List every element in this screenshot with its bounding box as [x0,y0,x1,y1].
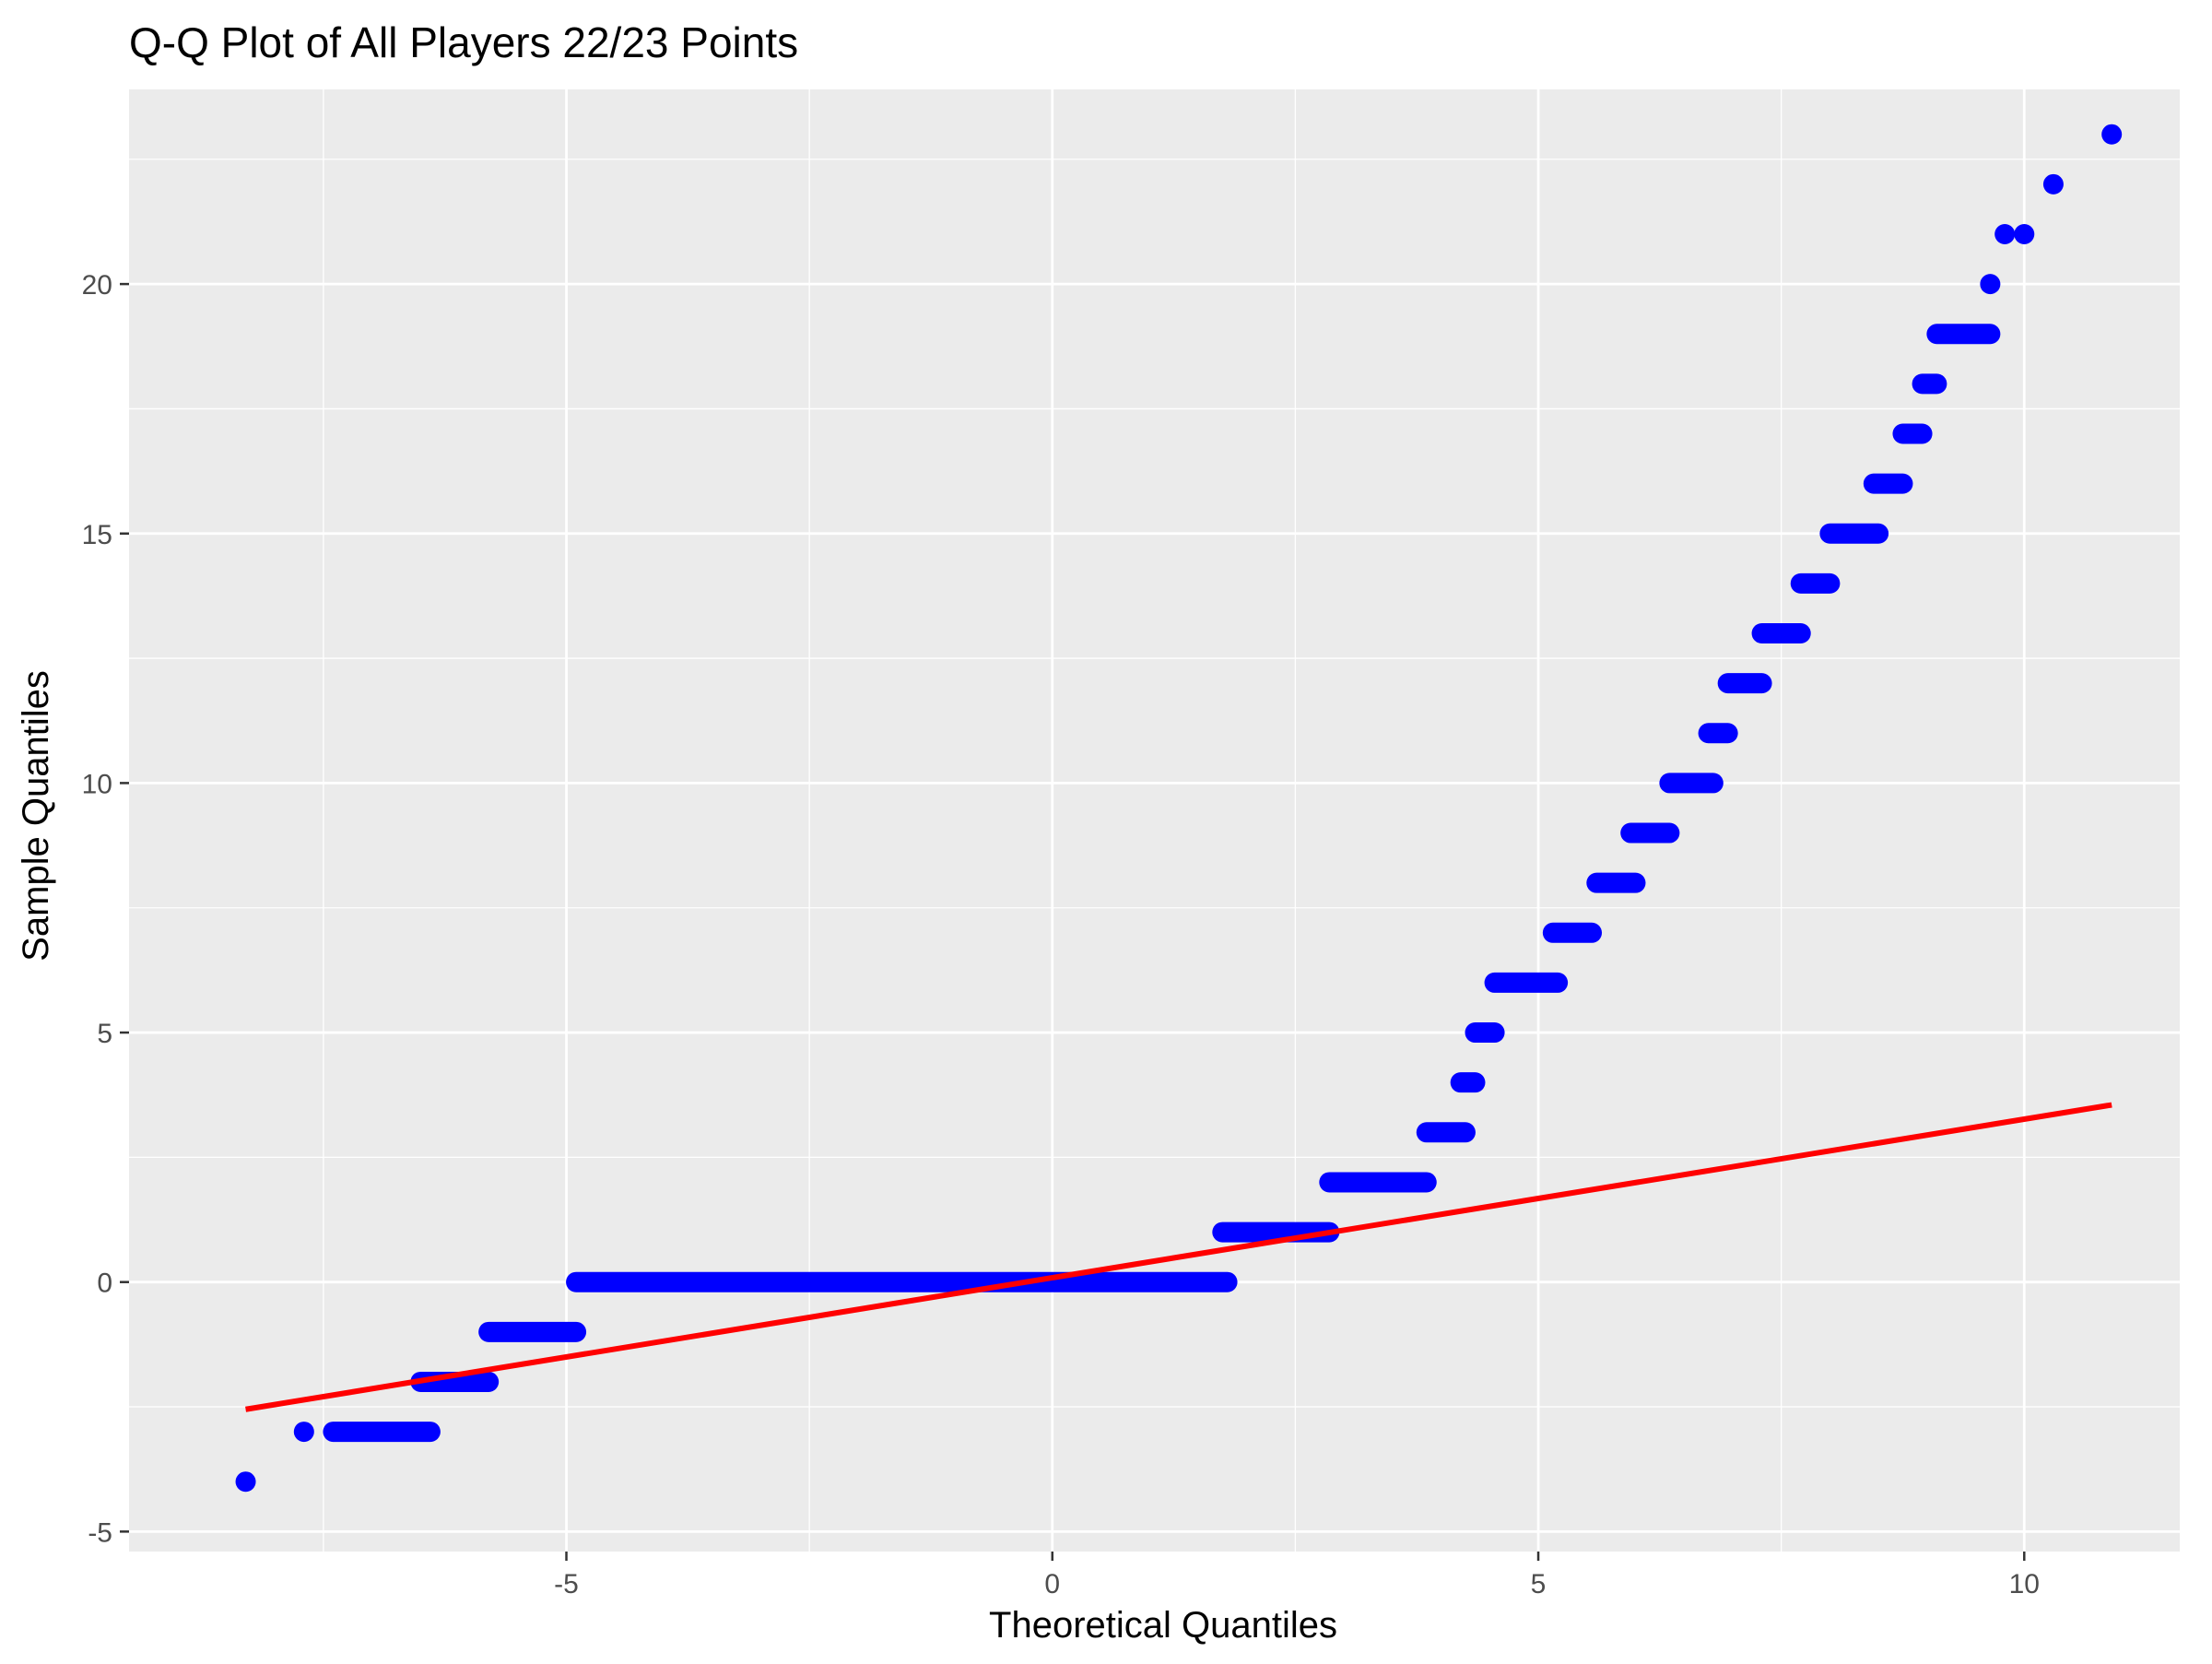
sample-points [235,124,2123,1493]
chart-title: Q-Q Plot of All Players 22/23 Points [129,18,798,66]
y-tick-label: -5 [88,1517,112,1548]
y-tick-label: 5 [97,1019,112,1049]
x-axis: -5 0 5 10 [554,1552,2040,1599]
y-tick-label: 15 [82,520,112,550]
y-axis-label: Sample Quantiles [16,670,56,962]
x-tick-label: 10 [2009,1569,2040,1599]
x-axis-label: Theoretical Quantiles [989,1605,1337,1646]
sample-point [293,1422,314,1443]
reference-line [245,1102,2112,1412]
x-tick-label: 5 [1531,1569,1547,1599]
y-tick-label: 10 [82,769,112,799]
plot-panel [129,89,2180,1552]
x-tick-label: -5 [554,1569,579,1599]
sample-point [1980,274,2001,295]
sample-point [2042,173,2064,195]
y-axis: -5 0 5 10 15 20 [82,270,129,1548]
sample-point [235,1471,256,1493]
y-tick-label: 0 [97,1269,112,1299]
x-tick-label: 0 [1044,1569,1060,1599]
sample-point [2014,223,2035,244]
y-tick-label: 20 [82,270,112,301]
sample-point [2101,124,2123,145]
sample-point [1994,223,2016,244]
minor-grid [129,89,2180,1552]
